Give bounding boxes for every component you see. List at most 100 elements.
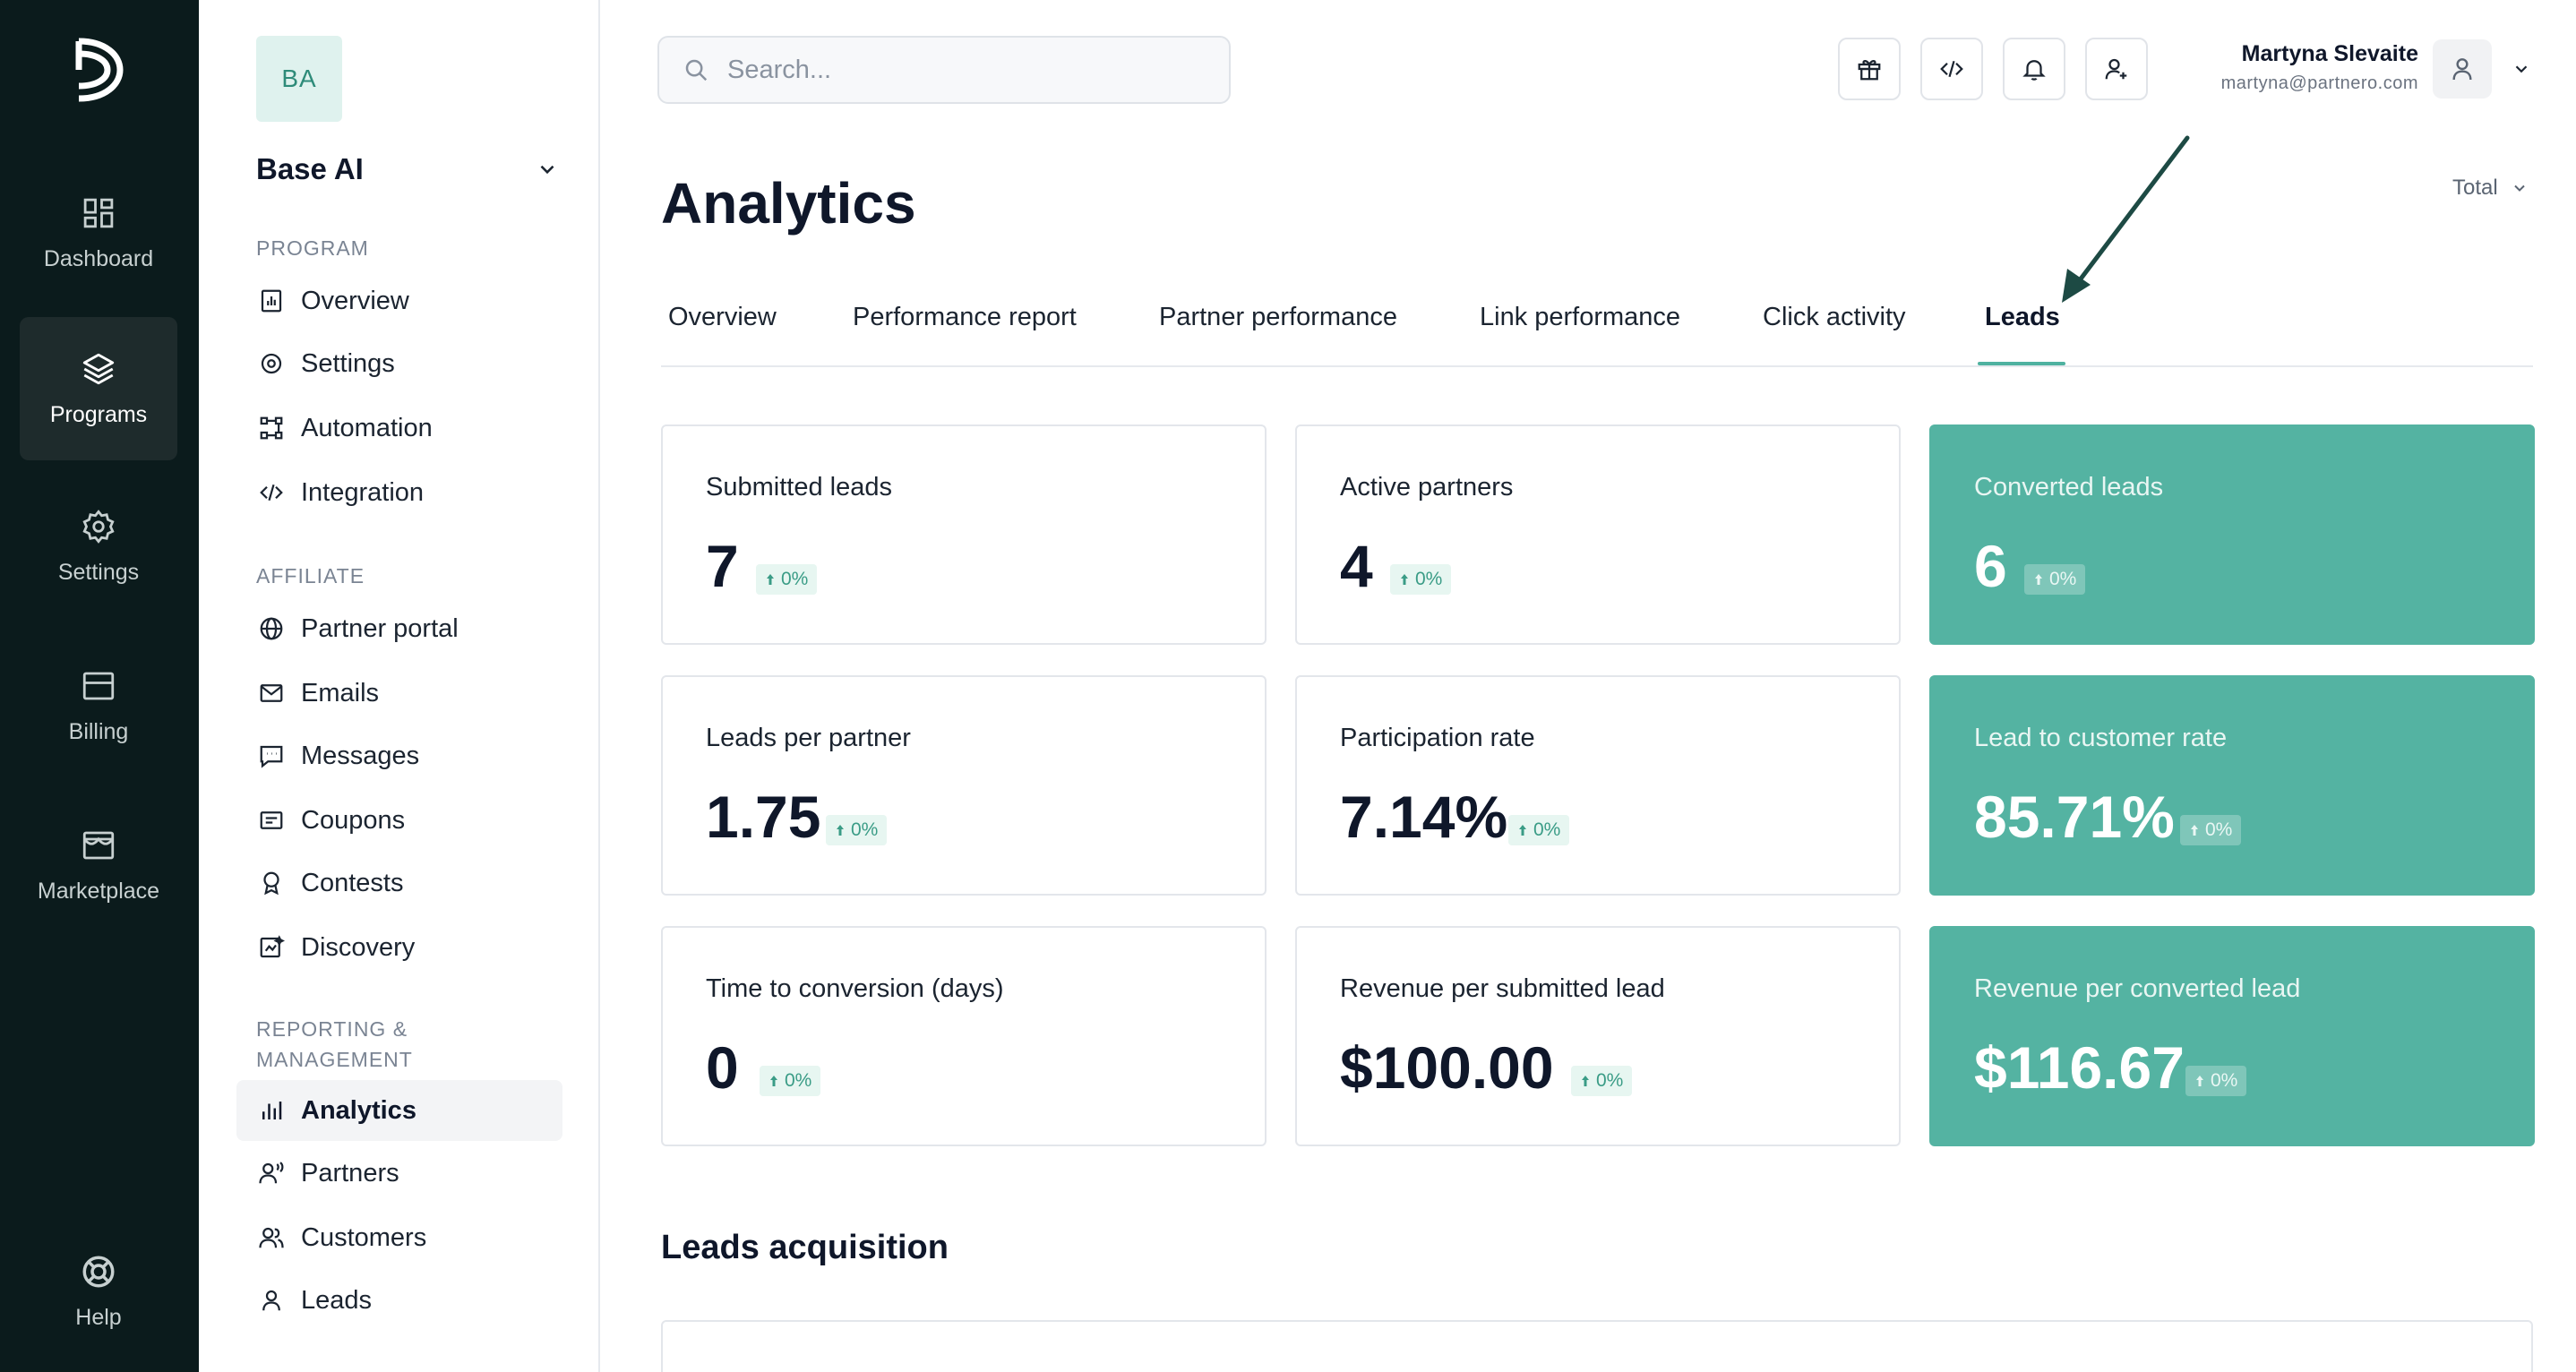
sidebar-item-label: Settings	[301, 348, 395, 378]
sidebar-item-label: Analytics	[301, 1095, 416, 1125]
chevron-down-icon[interactable]	[2512, 59, 2531, 79]
sidebar-item-coupons[interactable]: Coupons	[236, 790, 562, 851]
users-icon	[259, 1227, 284, 1248]
metric-label: Submitted leads	[706, 473, 892, 502]
leads-acquisition-panel	[661, 1320, 2533, 1372]
sidebar-item-label: Leads	[301, 1285, 373, 1315]
rail-item-billing[interactable]: Billing	[20, 634, 177, 777]
gear-icon	[82, 509, 115, 544]
rail-item-help[interactable]: Help	[20, 1220, 177, 1363]
tab-overview[interactable]: Overview	[668, 303, 777, 331]
sidebar-item-automation[interactable]: Automation	[236, 398, 562, 459]
metric-delta-badge: 0%	[826, 815, 888, 845]
metric-delta: 0%	[2205, 819, 2233, 840]
rail-item-dashboard[interactable]: Dashboard	[20, 161, 177, 304]
metric-delta: 0%	[785, 1070, 812, 1091]
rail-item-label: Programs	[49, 401, 148, 427]
coupon-icon	[260, 811, 283, 829]
metric-delta: 0%	[2049, 569, 2077, 589]
tab-partner-performance[interactable]: Partner performance	[1159, 303, 1397, 331]
rail-item-marketplace[interactable]: Marketplace	[20, 793, 177, 937]
gift-icon	[1858, 59, 1881, 81]
metric-card-converted-leads: Converted leads 6 0%	[1929, 424, 2535, 645]
sidebar-item-analytics[interactable]: Analytics	[236, 1080, 562, 1141]
arrow-up-icon	[767, 574, 774, 585]
sidebar-item-discovery[interactable]: Discovery	[236, 917, 562, 978]
metric-delta-badge: 0%	[1571, 1066, 1633, 1096]
search-input[interactable]	[727, 55, 1193, 85]
metric-value: 7.14%	[1340, 784, 1508, 850]
gift-button[interactable]	[1838, 38, 1901, 100]
rail-item-label: Help	[75, 1304, 122, 1330]
metric-card-lead-to-customer-rate: Lead to customer rate 85.71% 0%	[1929, 675, 2535, 896]
metric-delta: 0%	[1596, 1070, 1624, 1091]
metric-label: Converted leads	[1974, 473, 2164, 502]
metric-delta-badge: 0%	[1508, 815, 1570, 845]
sidebar-item-contests[interactable]: Contests	[236, 853, 562, 913]
tab-performance-report[interactable]: Performance report	[853, 303, 1077, 331]
gear-icon	[261, 353, 282, 374]
store-icon	[82, 831, 115, 859]
metric-value: 6	[1974, 533, 2007, 599]
mail-icon	[260, 684, 283, 702]
section-label-reporting: REPORTING & MANAGEMENT	[256, 1017, 413, 1071]
section-title-leads-acquisition: Leads acquisition	[661, 1229, 949, 1266]
sidebar-item-label: Messages	[301, 741, 420, 770]
developer-button[interactable]	[1920, 38, 1983, 100]
period-select-value: Total	[2452, 176, 2498, 200]
metric-delta: 0%	[781, 569, 809, 589]
sidebar-item-overview[interactable]: Overview	[236, 270, 562, 331]
tab-link-performance[interactable]: Link performance	[1480, 303, 1681, 331]
report-icon	[261, 289, 282, 313]
sidebar-item-leads[interactable]: Leads	[236, 1270, 562, 1331]
chevron-down-icon[interactable]	[536, 158, 559, 181]
tab-click-activity[interactable]: Click activity	[1763, 303, 1906, 331]
rail-item-label: Dashboard	[43, 245, 154, 271]
arrow-up-icon	[1582, 1076, 1589, 1086]
metric-label: Leads per partner	[706, 724, 911, 752]
user-name: Martyna Slevaite	[2241, 41, 2418, 66]
metric-value: 7	[706, 533, 739, 599]
sidebar-item-settings[interactable]: Settings	[236, 333, 562, 394]
sidebar-item-label: Emails	[301, 678, 380, 707]
metric-delta: 0%	[2211, 1070, 2238, 1091]
sidebar-item-label: Customers	[301, 1222, 427, 1252]
chevron-down-icon	[2513, 184, 2525, 192]
metric-card-revenue-per-converted-lead: Revenue per converted lead $116.67 0%	[1929, 926, 2535, 1146]
org-name[interactable]: Base AI	[256, 152, 364, 185]
annotation-arrow-icon	[2062, 135, 2190, 303]
code-icon	[1940, 60, 1963, 78]
rail-item-settings[interactable]: Settings	[20, 475, 177, 618]
metric-delta: 0%	[1533, 819, 1561, 840]
bar-chart-icon	[262, 1102, 282, 1119]
analytics-tabs: Overview Performance report Partner perf…	[661, 292, 2533, 367]
rail-item-programs[interactable]: Programs	[20, 317, 177, 460]
sidebar-item-label: Discovery	[301, 932, 416, 962]
arrow-up-icon	[2196, 1076, 2203, 1086]
sidebar-item-messages[interactable]: Messages	[236, 725, 562, 786]
metric-card-time-to-conversion: Time to conversion (days) 0 0%	[661, 926, 1267, 1146]
notifications-button[interactable]	[2003, 38, 2065, 100]
sidebar-item-partner-portal[interactable]: Partner portal	[236, 598, 562, 659]
avatar[interactable]	[2433, 39, 2492, 99]
search-box[interactable]	[657, 36, 1231, 104]
metric-value: $100.00	[1340, 1034, 1554, 1101]
metric-card-participation-rate: Participation rate 7.14% 0%	[1295, 675, 1901, 896]
invite-user-button[interactable]	[2085, 38, 2148, 100]
tab-leads[interactable]: Leads	[1985, 303, 2060, 331]
sidebar-item-integration[interactable]: Integration	[236, 462, 562, 523]
dashboard-icon	[83, 198, 114, 227]
metric-card-leads-per-partner: Leads per partner 1.75 0%	[661, 675, 1267, 896]
sidebar-item-partners[interactable]: Partners	[236, 1143, 562, 1204]
message-icon	[260, 745, 283, 768]
app-rail: Dashboard Programs Settings Billing	[0, 0, 199, 1372]
arrow-up-icon	[2191, 825, 2198, 836]
sidebar-item-emails[interactable]: Emails	[236, 663, 562, 724]
sidebar-item-label: Automation	[301, 413, 433, 442]
brand-logo-icon[interactable]	[72, 34, 125, 106]
sidebar-item-customers[interactable]: Customers	[236, 1207, 562, 1268]
billing-icon	[82, 672, 115, 699]
user-icon	[262, 1290, 280, 1311]
period-select[interactable]: Total	[2452, 176, 2529, 201]
org-avatar[interactable]: BA	[256, 36, 342, 122]
